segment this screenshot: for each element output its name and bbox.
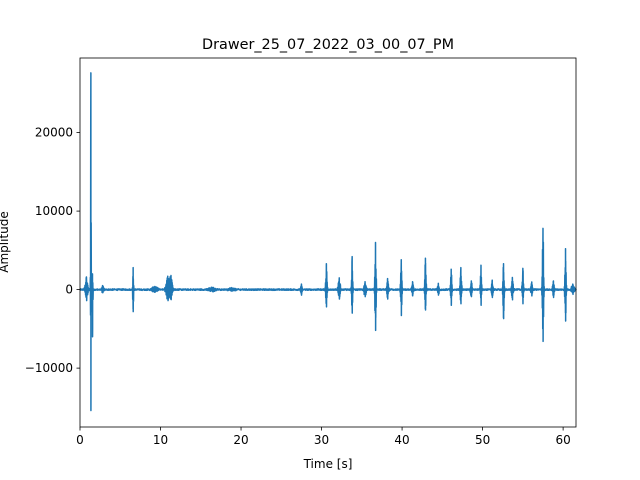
plot-area [79,72,577,412]
y-tick-label: 10000 [35,204,73,218]
x-tick-label: 10 [153,433,168,447]
y-axis-label: Amplitude [0,211,11,273]
chart-title: Drawer_25_07_2022_03_00_07_PM [202,37,454,53]
plot-frame [79,57,577,428]
x-tick-label: 30 [314,433,329,447]
x-tick-label: 0 [76,433,84,447]
x-axis: 0 10 20 30 40 50 60 [76,427,571,447]
x-tick-label: 40 [394,433,409,447]
x-tick-label: 60 [555,433,570,447]
y-axis: −10000 0 10000 20000 [25,126,80,375]
x-axis-label: Time [s] [303,457,353,471]
x-tick-label: 50 [475,433,490,447]
y-tick-label: 0 [65,283,73,297]
y-tick-label: −10000 [25,361,73,375]
x-tick-label: 20 [233,433,248,447]
series-line [79,72,577,412]
y-tick-label: 20000 [35,126,73,140]
